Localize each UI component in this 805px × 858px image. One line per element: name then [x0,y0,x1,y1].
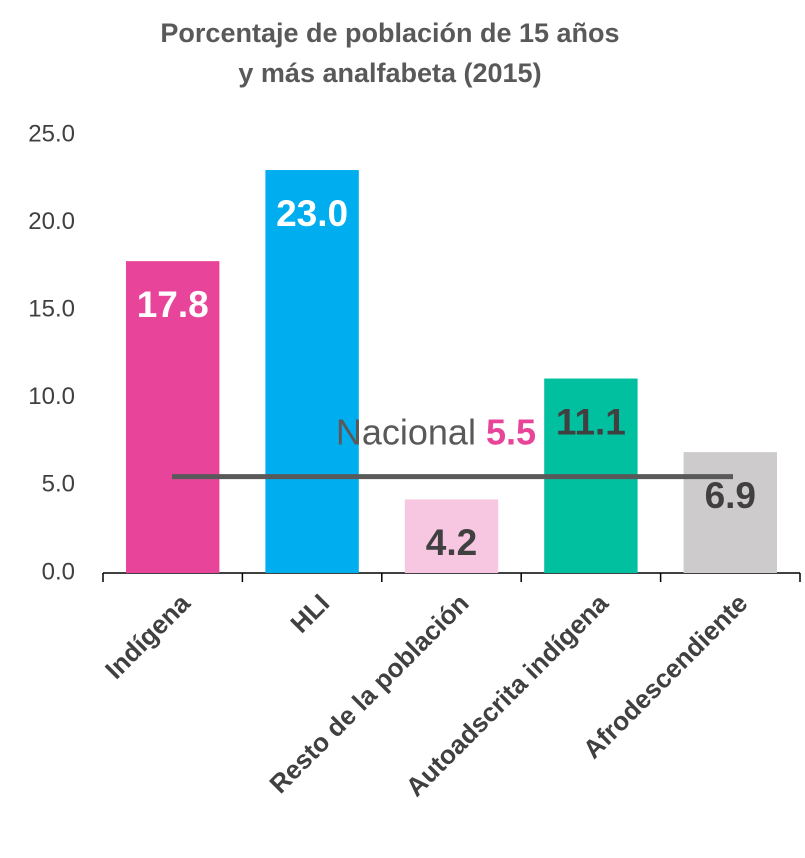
y-tick-label: 5.0 [42,471,75,498]
y-tick-label: 0.0 [42,558,75,585]
chart-title: Porcentaje de población de 15 años [160,18,619,48]
x-tick-label: Indígena [99,588,196,685]
bar [404,499,499,573]
y-tick-label: 25.0 [28,120,75,147]
reference-name: Nacional [336,411,476,452]
data-label: 23.0 [276,193,348,234]
bar [683,452,777,573]
x-tick-label: HLI [284,588,335,639]
data-label: 4.2 [426,522,477,563]
reference-value: 5.5 [486,411,536,452]
data-label: 17.8 [137,284,209,325]
y-tick-label: 10.0 [28,383,75,410]
bar [265,170,359,574]
y-tick-label: 20.0 [28,208,75,235]
data-label: 11.1 [556,401,626,442]
y-tick-label: 15.0 [28,296,75,323]
data-label: 6.9 [705,475,756,516]
bar [126,261,220,573]
reference-label: Nacional 5.5 [336,411,536,452]
chart-title: y más analfabeta (2015) [238,58,541,88]
